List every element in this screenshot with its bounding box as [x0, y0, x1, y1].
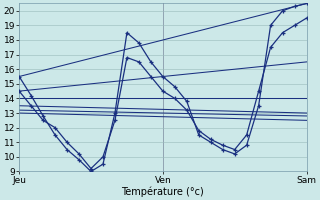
X-axis label: Température (°c): Température (°c): [122, 186, 204, 197]
